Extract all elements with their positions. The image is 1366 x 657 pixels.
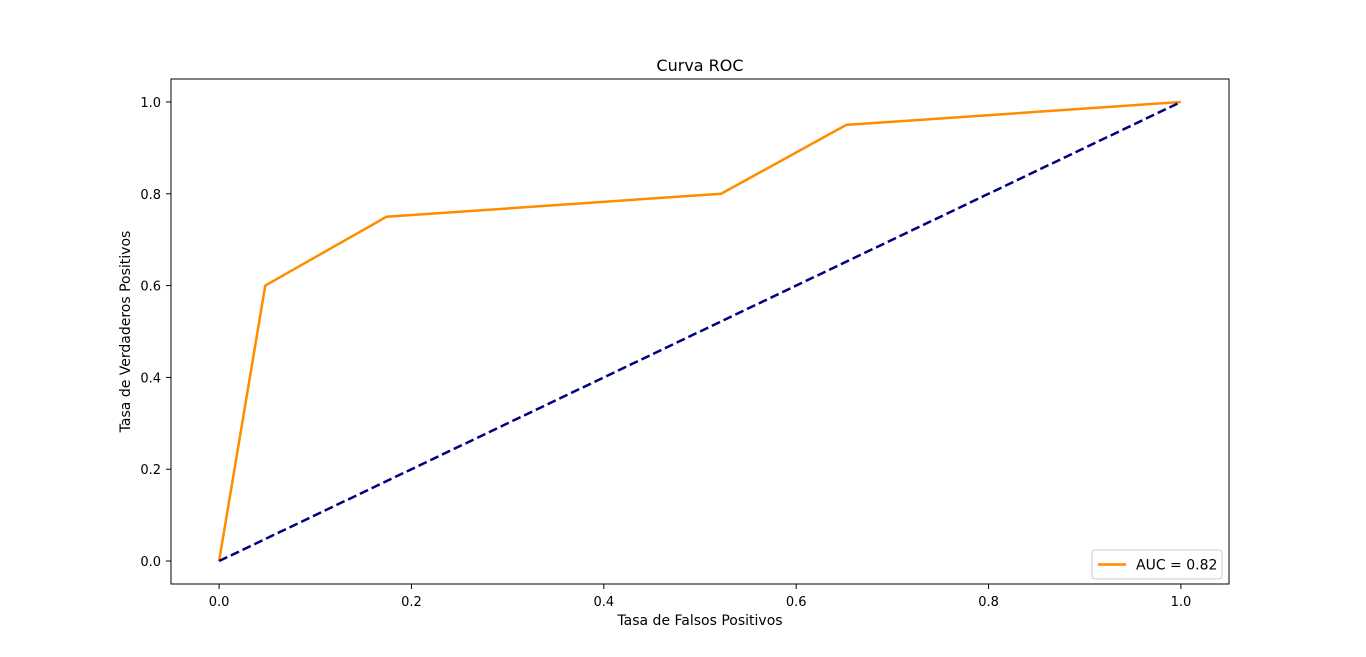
legend: AUC = 0.82	[1091, 549, 1223, 580]
axes-frame	[170, 78, 1230, 585]
x-tick-label: 0.8	[978, 595, 999, 610]
chart-title: Curva ROC	[656, 56, 743, 75]
y-tick-label: 0.4	[140, 371, 161, 386]
x-tick-label: 0.0	[209, 595, 230, 610]
y-tick-label: 0.0	[140, 555, 161, 570]
chance-diagonal-line	[218, 100, 1182, 563]
legend-label: AUC = 0.82	[1136, 558, 1217, 574]
x-axis-label: Tasa de Falsos Positivos	[616, 613, 782, 629]
roc-curve-line	[217, 100, 1181, 562]
y-tick-label: 0.8	[140, 188, 161, 203]
series-layer	[217, 100, 1182, 563]
y-axis-label: Tasa de Verdaderos Positivos	[118, 231, 134, 434]
y-tick-label: 0.6	[140, 280, 161, 295]
y-tick-label: 1.0	[140, 96, 161, 111]
x-tick-label: 0.4	[593, 595, 614, 610]
x-tick-label: 0.2	[401, 595, 422, 610]
x-axis-ticks: 0.0 0.2 0.4 0.6 0.8 1.0	[209, 584, 1192, 610]
legend-box	[1091, 549, 1223, 580]
y-tick-label: 0.2	[140, 463, 161, 478]
x-tick-label: 0.6	[786, 595, 807, 610]
y-axis-ticks: 0.0 0.2 0.4 0.6 0.8 1.0	[140, 96, 171, 570]
plot-area: 0.0 0.2 0.4 0.6 0.8 1.0 0.0 0.2 0.4 0.6 0.8 1.0	[140, 78, 1230, 610]
x-tick-label: 1.0	[1171, 595, 1192, 610]
